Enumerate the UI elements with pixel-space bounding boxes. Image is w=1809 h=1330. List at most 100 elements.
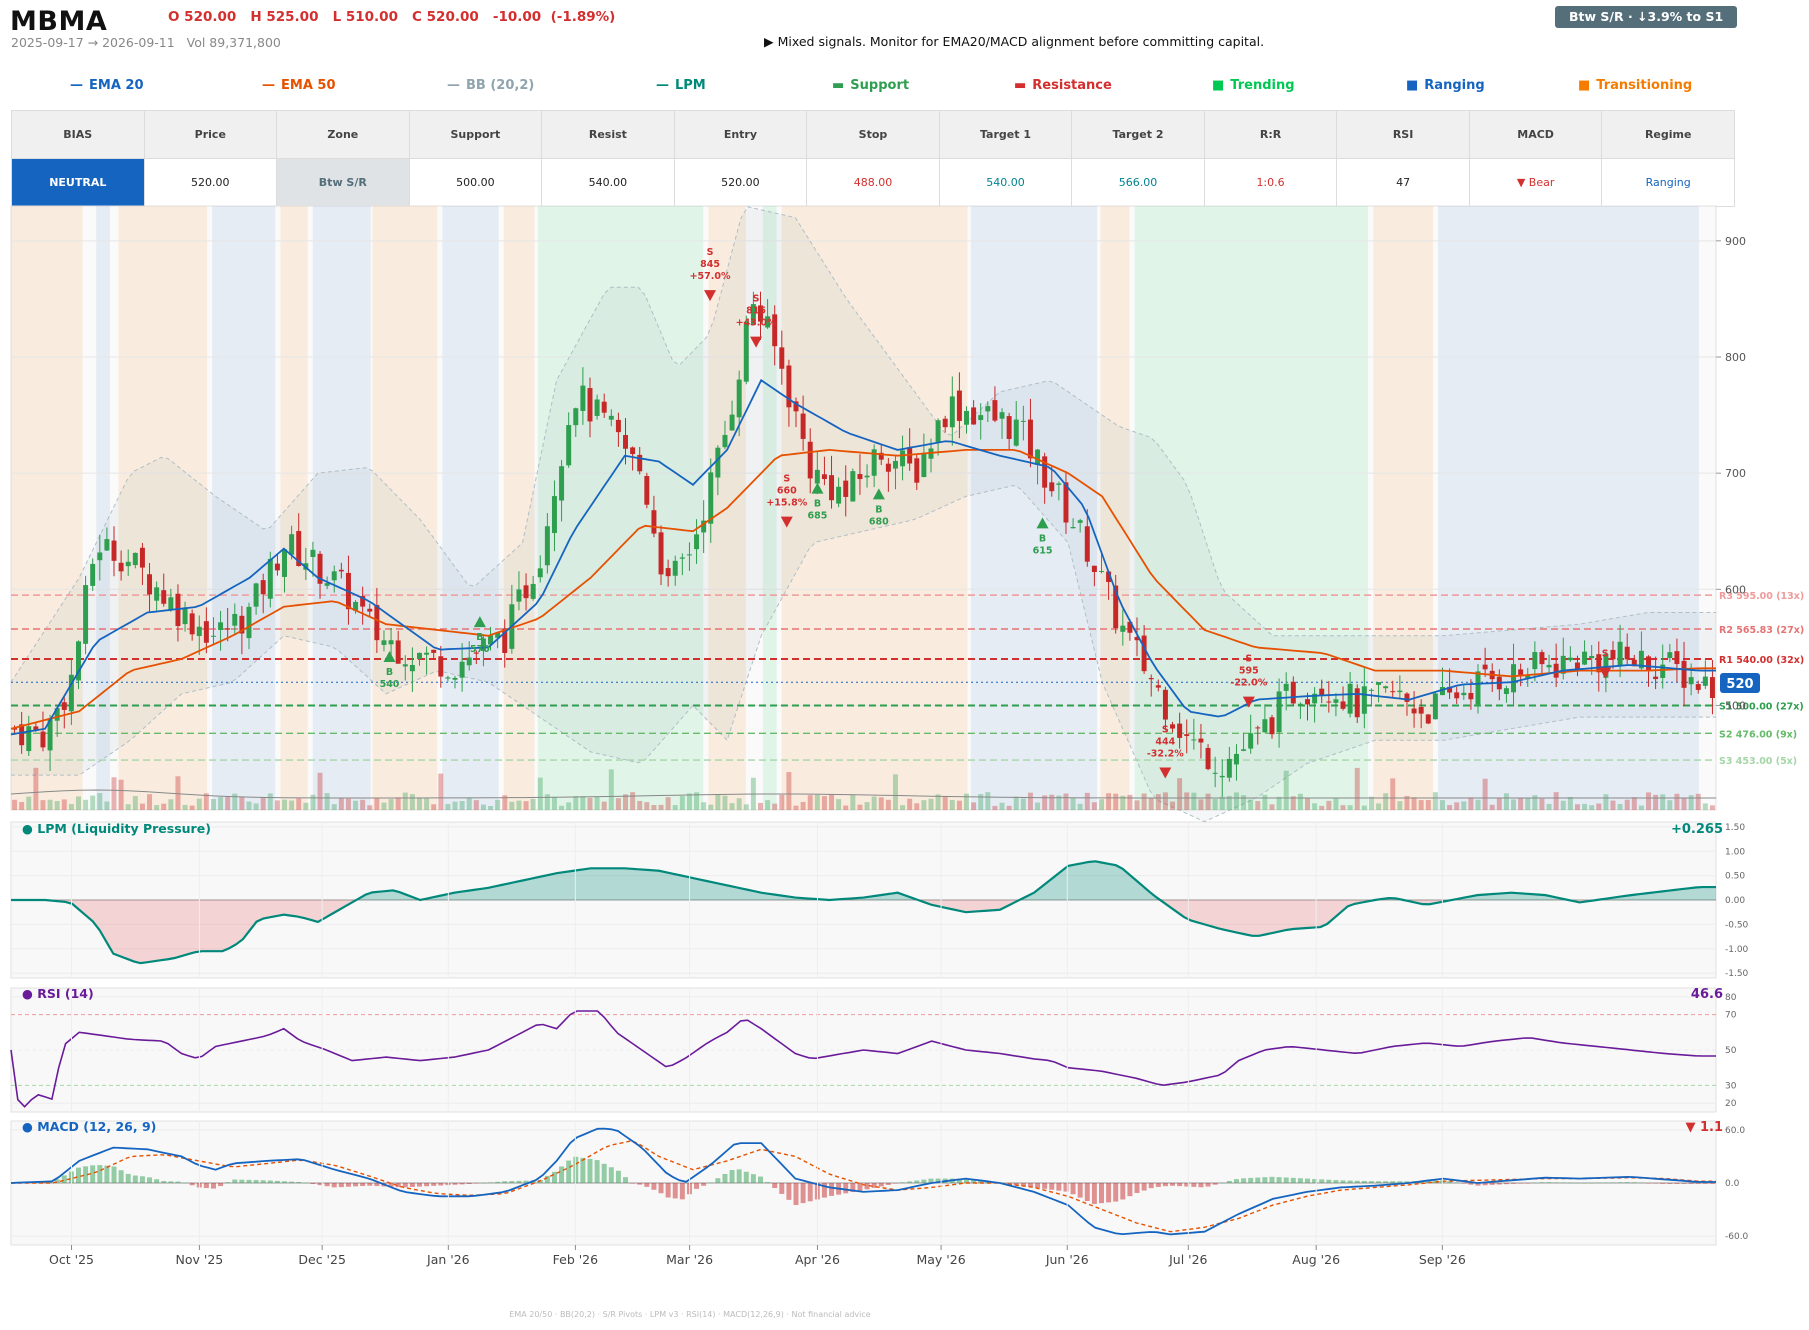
macd-hist-bar — [1631, 1182, 1637, 1183]
candle-body — [736, 379, 742, 418]
macd-hist-bar — [1184, 1183, 1190, 1187]
candle-body — [402, 664, 408, 667]
macd-hist-bar — [601, 1163, 607, 1183]
candle-body — [942, 418, 948, 428]
volume-bar — [630, 792, 636, 810]
volume-bar — [836, 799, 842, 810]
volume-bar — [559, 805, 565, 810]
macd-hist-bar — [1674, 1183, 1680, 1184]
price-y-axis: 500 600 700 800 900 — [1716, 235, 1746, 712]
candle-body — [1354, 688, 1360, 718]
trade-marker-label: B — [875, 504, 882, 515]
macd-hist-bar — [1013, 1183, 1019, 1186]
ranging-swatch-icon: ■ — [1406, 78, 1419, 93]
macd-hist-bar — [488, 1182, 494, 1183]
legend-ranging[interactable]: ■ Ranging — [1406, 78, 1485, 93]
signal-message: ▶ Mixed signals. Monitor for EMA20/MACD … — [764, 34, 1265, 49]
legend-resistance[interactable]: ▬ Resistance — [1014, 78, 1112, 93]
candle-body — [722, 434, 728, 448]
macd-tick-label: -60.0 — [1725, 1232, 1749, 1242]
price-value: 520.00 — [143, 158, 278, 207]
candle-body — [1198, 738, 1204, 743]
macd-hist-bar — [914, 1180, 920, 1183]
candle-body — [409, 664, 415, 672]
volume-bar — [736, 798, 742, 810]
lpm-tick-label: 1.00 — [1725, 847, 1745, 857]
macd-hist-bar — [1624, 1182, 1630, 1183]
candle-body — [1326, 701, 1332, 703]
macd-hist-bar — [1397, 1181, 1403, 1183]
volume-bar — [594, 796, 600, 810]
candle-body — [1638, 650, 1644, 669]
candle-body — [1411, 708, 1417, 714]
macd-hist-bar — [175, 1181, 181, 1183]
volume-bar — [722, 795, 728, 810]
macd-hist-bar — [765, 1182, 771, 1183]
macd-hist-bar — [1574, 1182, 1580, 1184]
volume-bar — [864, 802, 870, 810]
candle-body — [750, 304, 756, 325]
candle-body — [821, 474, 827, 480]
legend-ema20[interactable]: — EMA 20 — [70, 78, 144, 93]
x-tick-label: Feb '26 — [553, 1252, 598, 1267]
trade-marker-label: 615 — [1033, 545, 1053, 556]
volume-bar — [1653, 794, 1659, 810]
candle-body — [793, 401, 799, 412]
entry-value: 520.00 — [673, 158, 808, 207]
macd-hist-bar — [821, 1183, 827, 1198]
candle-body — [1283, 683, 1289, 691]
legend-ema50[interactable]: — EMA 50 — [262, 78, 336, 93]
candle-body — [395, 640, 401, 664]
candle-body — [644, 475, 650, 505]
volume-bar — [253, 803, 259, 810]
legend-trending[interactable]: ■ Trending — [1212, 78, 1295, 93]
sr-levels: R3 595.00 (13x) R2 565.83 (27x) R1 540.00 … — [11, 591, 1804, 767]
volume-bar — [949, 799, 955, 810]
volume-bar — [33, 767, 39, 810]
macd-hist-bar — [935, 1178, 941, 1183]
candle-body — [54, 708, 60, 721]
volume-bar — [665, 797, 671, 810]
volume-bar — [821, 796, 827, 810]
candle-body — [466, 657, 472, 666]
volume-bar — [587, 797, 593, 810]
legend-lpm[interactable]: — LPM — [656, 78, 706, 93]
lpm-tick-label: -1.00 — [1725, 945, 1749, 955]
volume-bar — [1454, 802, 1460, 810]
lpm-tick-label: -0.50 — [1725, 920, 1749, 930]
volume-bar — [829, 794, 835, 810]
rsi-panel: 80 70 50 30 20 — [10, 993, 1737, 1109]
macd-hist-bar — [232, 1179, 238, 1183]
macd-hist-bar — [296, 1182, 302, 1183]
legend-transitioning[interactable]: ■ Transitioning — [1578, 78, 1692, 93]
x-tick-label: Apr '26 — [795, 1252, 840, 1267]
volume-bar — [182, 804, 188, 810]
candle-body — [267, 558, 273, 599]
trade-marker-label: S — [783, 474, 790, 485]
volume-bar — [1631, 797, 1637, 810]
regime-band-transitioning — [781, 206, 968, 810]
volume-bar — [104, 801, 110, 810]
macd-hist-bar — [253, 1180, 259, 1183]
candle-body — [900, 450, 906, 467]
macd-hist-bar — [1155, 1183, 1161, 1187]
macd-hist-bar — [1539, 1182, 1545, 1183]
candle-body — [445, 677, 451, 679]
macd-tick-label: 60.0 — [1725, 1126, 1745, 1136]
volume-bar — [615, 798, 621, 810]
candle-body — [225, 628, 231, 630]
candle-body — [1589, 656, 1595, 659]
trade-marker-label: 595 — [1239, 666, 1259, 677]
candle-body — [125, 561, 131, 567]
legend-bb[interactable]: — BB (20,2) — [447, 78, 534, 93]
legend-support[interactable]: ▬ Support — [832, 78, 909, 93]
volume-bar — [1411, 797, 1417, 810]
volume-bar — [637, 800, 643, 810]
candle-body — [417, 652, 422, 660]
volume-bar — [1326, 800, 1332, 810]
candle-body — [544, 526, 550, 566]
macd-hist-bar — [1020, 1183, 1026, 1187]
candle-body — [1162, 689, 1168, 720]
volume-bar — [402, 792, 408, 810]
